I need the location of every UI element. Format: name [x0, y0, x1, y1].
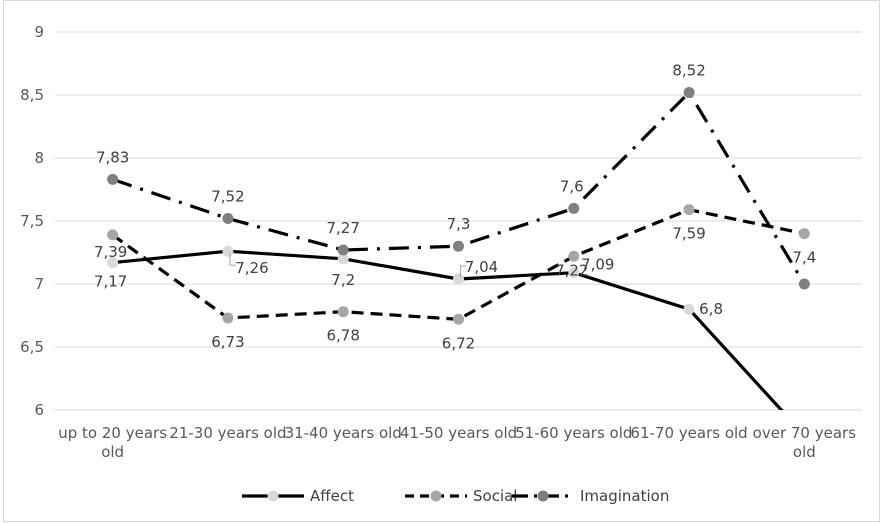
- data-point-social: [107, 229, 119, 241]
- legend-marker-imagination: [537, 490, 549, 502]
- y-tick-label: 7,5: [20, 212, 44, 230]
- legend-label-social: Social: [473, 487, 517, 505]
- legend-marker-social: [430, 490, 442, 502]
- data-label-social: 7,22: [555, 261, 588, 279]
- data-label-imagination: 7,83: [96, 148, 129, 166]
- x-tick-label-line: old: [101, 443, 124, 461]
- x-tick-label-line: over 70 years: [753, 424, 857, 442]
- x-tick-label-line: 51-60 years old: [515, 424, 632, 442]
- data-label-affect: 7,26: [235, 259, 268, 277]
- data-label-affect: 6,8: [699, 300, 723, 318]
- x-tick-label: up to 20 years old: [58, 424, 167, 461]
- data-point-imagination: [453, 240, 464, 252]
- data-label-social: 6,73: [211, 333, 244, 351]
- x-tick-label-line: 61-70 years old: [630, 424, 747, 442]
- data-point-imagination: [337, 244, 349, 256]
- data-point-affect: [222, 245, 234, 257]
- data-label-social: 7,59: [672, 225, 705, 243]
- data-label-social: 7,4: [792, 249, 816, 267]
- y-tick-label: 9: [34, 23, 44, 41]
- data-point-social: [683, 204, 695, 216]
- data-point-affect: [337, 253, 349, 265]
- data-label-affect: 7,09: [581, 256, 614, 274]
- data-label-imagination: 8,52: [672, 61, 705, 79]
- data-label-imagination: 7,6: [560, 177, 584, 195]
- data-point-affect: [683, 303, 695, 315]
- data-point-imagination: [222, 212, 234, 224]
- legend-marker-affect: [267, 490, 279, 502]
- y-tick-label: 8,5: [20, 86, 44, 104]
- x-tick-label-line: up to 20 years: [58, 424, 167, 442]
- leader-line: [229, 253, 236, 266]
- data-label-affect: 7,04: [465, 258, 498, 276]
- data-point-social: [568, 250, 580, 262]
- data-point-affect: [453, 273, 464, 285]
- data-label-social: 6,72: [442, 334, 475, 352]
- y-tick-label: 6,5: [20, 338, 44, 356]
- data-point-social: [222, 312, 234, 324]
- x-tick-label: 31-40 years old: [285, 424, 402, 442]
- x-tick-label: 61-70 years old: [630, 424, 747, 442]
- data-point-social: [337, 306, 349, 318]
- data-label-imagination: 7,52: [211, 187, 244, 205]
- data-point-imagination: [107, 173, 119, 185]
- x-tick-label: 41-50 years old: [400, 424, 517, 442]
- data-label-imagination: 7,3: [447, 215, 471, 233]
- data-label-affect: 7,2: [331, 271, 355, 289]
- x-tick-label-line: 41-50 years old: [400, 424, 517, 442]
- y-tick-label: 7: [34, 275, 44, 293]
- chart-frame: [3, 0, 880, 522]
- data-point-social: [798, 228, 810, 240]
- data-point-affect: [107, 257, 119, 269]
- x-tick-label: 21-30 years old: [169, 424, 286, 442]
- leader-line: [460, 265, 467, 277]
- data-label-social: 6,78: [327, 327, 360, 345]
- x-tick-label: over 70 years old: [753, 424, 857, 461]
- x-tick-label-line: old: [793, 443, 816, 461]
- data-point-imagination: [798, 278, 810, 290]
- legend-label-imagination: Imagination: [580, 487, 669, 505]
- x-tick-label: 51-60 years old: [515, 424, 632, 442]
- legend-label-affect: Affect: [310, 487, 354, 505]
- data-label-affect: 7,17: [94, 273, 127, 291]
- data-point-affect: [568, 267, 580, 279]
- data-label-imagination: 7,27: [327, 219, 360, 237]
- x-tick-label-line: 31-40 years old: [285, 424, 402, 442]
- data-point-imagination: [683, 86, 695, 98]
- y-tick-label: 6: [34, 401, 44, 419]
- data-point-social: [453, 313, 464, 325]
- data-label-social: 7,39: [94, 243, 127, 261]
- y-tick-label: 8: [34, 149, 44, 167]
- x-tick-label-line: 21-30 years old: [169, 424, 286, 442]
- data-point-imagination: [568, 202, 580, 214]
